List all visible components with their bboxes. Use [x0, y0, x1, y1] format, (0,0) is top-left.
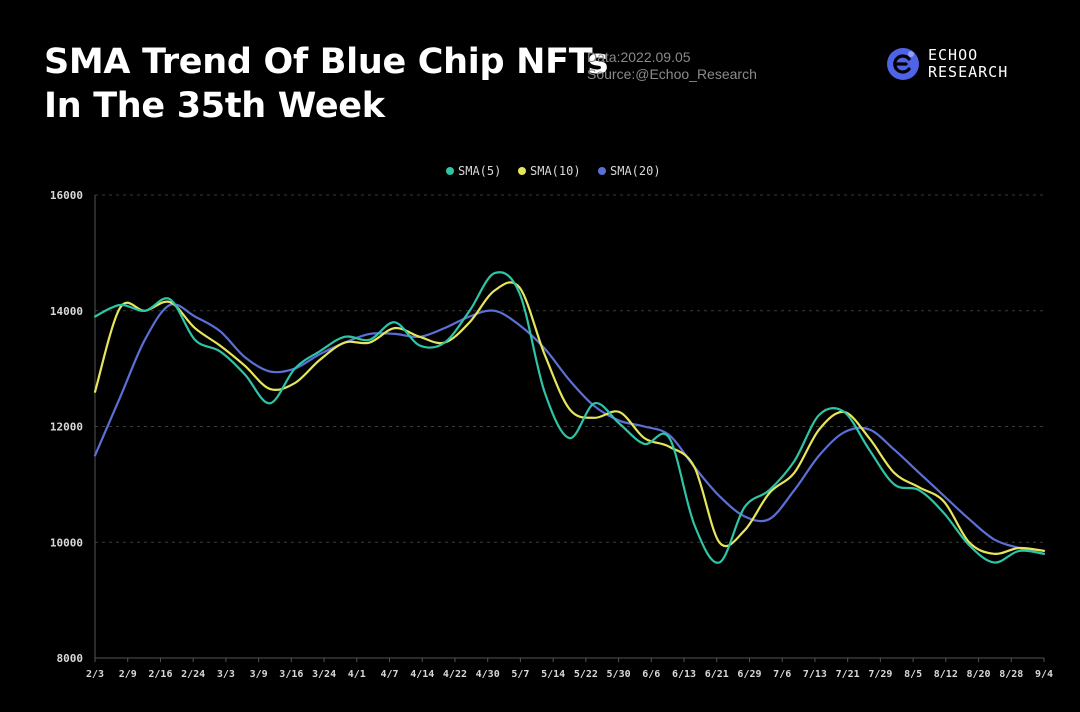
x-tick-label: 3/24 — [312, 669, 336, 680]
x-tick-label: 5/30 — [607, 669, 631, 680]
x-tick-label: 8/20 — [967, 669, 991, 680]
y-tick-label: 8000 — [57, 652, 84, 665]
x-tick-label: 7/29 — [868, 669, 892, 680]
x-tick-label: 6/29 — [737, 669, 761, 680]
axes — [94, 195, 1045, 662]
title-line-2: In The 35th Week — [44, 86, 385, 126]
x-tick-label: 5/14 — [541, 669, 565, 680]
x-tick-label: 5/22 — [574, 669, 598, 680]
x-tick-label: 4/7 — [380, 669, 398, 680]
y-tick-label: 16000 — [50, 189, 83, 202]
x-tick-label: 3/3 — [217, 669, 235, 680]
x-tick-label: 4/14 — [410, 669, 434, 680]
x-tick-label: 7/13 — [803, 669, 827, 680]
echoo-logo-icon — [887, 48, 919, 80]
brand-logo: ECHOO RESEARCH — [886, 47, 1008, 81]
legend-label[interactable]: SMA(20) — [610, 164, 661, 178]
x-tick-label: 9/4 — [1035, 669, 1053, 680]
date-label: Data:2022.09.05 — [587, 49, 691, 65]
x-tick-label: 7/6 — [773, 669, 791, 680]
legend-label[interactable]: SMA(10) — [530, 164, 581, 178]
meta-info: Data:2022.09.05 Source:@Echoo_Research — [587, 49, 757, 83]
x-tick-label: 6/13 — [672, 669, 696, 680]
series-line-sma20 — [93, 303, 1046, 555]
logo-line-1: ECHOO — [928, 46, 979, 64]
x-tick-label: 4/30 — [476, 669, 500, 680]
x-tick-label: 2/9 — [119, 669, 137, 680]
y-tick-label: 10000 — [50, 536, 83, 549]
x-tick-label: 3/9 — [250, 669, 268, 680]
x-tick-label: 7/21 — [836, 669, 860, 680]
legend-marker[interactable] — [446, 167, 454, 175]
legend-label[interactable]: SMA(5) — [458, 164, 501, 178]
grid-lines — [95, 194, 1044, 543]
x-tick-label: 8/28 — [999, 669, 1023, 680]
x-tick-label: 8/5 — [904, 669, 922, 680]
legend-marker[interactable] — [518, 167, 526, 175]
x-tick-label: 8/12 — [934, 669, 958, 680]
y-tick-labels: 8000 10000 12000 14000 16000 — [50, 189, 83, 665]
page-title: SMA Trend Of Blue Chip NFTs In The 35th … — [44, 40, 608, 128]
x-tick-label: 2/24 — [181, 669, 205, 680]
source-label: Source:@Echoo_Research — [587, 66, 757, 82]
logo-line-2: RESEARCH — [928, 63, 1009, 81]
x-tick-label: 6/6 — [642, 669, 660, 680]
title-line-1: SMA Trend Of Blue Chip NFTs — [44, 42, 609, 82]
x-tick-labels: 2/3 2/9 2/16 2/24 3/3 3/9 3/16 3/24 4/1 4/7 4/14 4/… — [86, 669, 1053, 680]
series-lines — [93, 271, 1046, 564]
series-line-sma10 — [93, 281, 1046, 555]
series-line-sma5 — [93, 271, 1046, 564]
y-tick-label: 14000 — [50, 305, 83, 318]
x-tick-label: 4/1 — [348, 669, 366, 680]
x-tick-label: 6/21 — [705, 669, 729, 680]
x-tick-label: 4/22 — [443, 669, 467, 680]
x-tick-label: 2/16 — [148, 669, 172, 680]
x-tick-label: 3/16 — [279, 669, 303, 680]
legend: SMA(5) SMA(10) SMA(20) — [446, 164, 661, 178]
y-tick-label: 12000 — [50, 421, 83, 434]
logo-text: ECHOO RESEARCH — [928, 47, 1008, 81]
legend-marker[interactable] — [598, 167, 606, 175]
x-tick-label: 5/7 — [511, 669, 529, 680]
x-tick-label: 2/3 — [86, 669, 104, 680]
